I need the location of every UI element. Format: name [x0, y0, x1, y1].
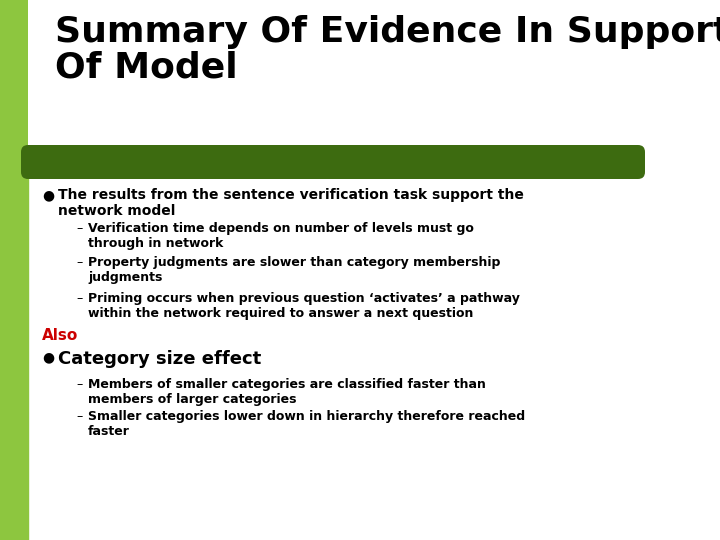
Text: ●: ● [42, 350, 54, 364]
Text: Priming occurs when previous question ‘activates’ a pathway
within the network r: Priming occurs when previous question ‘a… [88, 292, 520, 320]
Bar [0, 0, 28, 540]
Text: –: – [76, 222, 82, 235]
Text: The results from the sentence verification task support the
network model: The results from the sentence verificati… [58, 188, 524, 218]
Text: Of Model: Of Model [55, 50, 238, 84]
Text: Members of smaller categories are classified faster than
members of larger categ: Members of smaller categories are classi… [88, 378, 486, 406]
Text: –: – [76, 256, 82, 269]
FancyBboxPatch shape [28, 0, 688, 160]
Text: Also: Also [42, 328, 78, 343]
Text: Verification time depends on number of levels must go
through in network: Verification time depends on number of l… [88, 222, 474, 250]
Bar [0, 0, 280, 140]
Text: Property judgments are slower than category membership
judgments: Property judgments are slower than categ… [88, 256, 500, 284]
Text: Smaller categories lower down in hierarchy therefore reached
faster: Smaller categories lower down in hierarc… [88, 410, 525, 438]
Text: Summary Of Evidence In Support: Summary Of Evidence In Support [55, 15, 720, 49]
Text: ●: ● [42, 188, 54, 202]
Text: Category size effect: Category size effect [58, 350, 261, 368]
Text: –: – [76, 378, 82, 391]
FancyBboxPatch shape [21, 145, 645, 179]
Text: –: – [76, 292, 82, 305]
Text: –: – [76, 410, 82, 423]
